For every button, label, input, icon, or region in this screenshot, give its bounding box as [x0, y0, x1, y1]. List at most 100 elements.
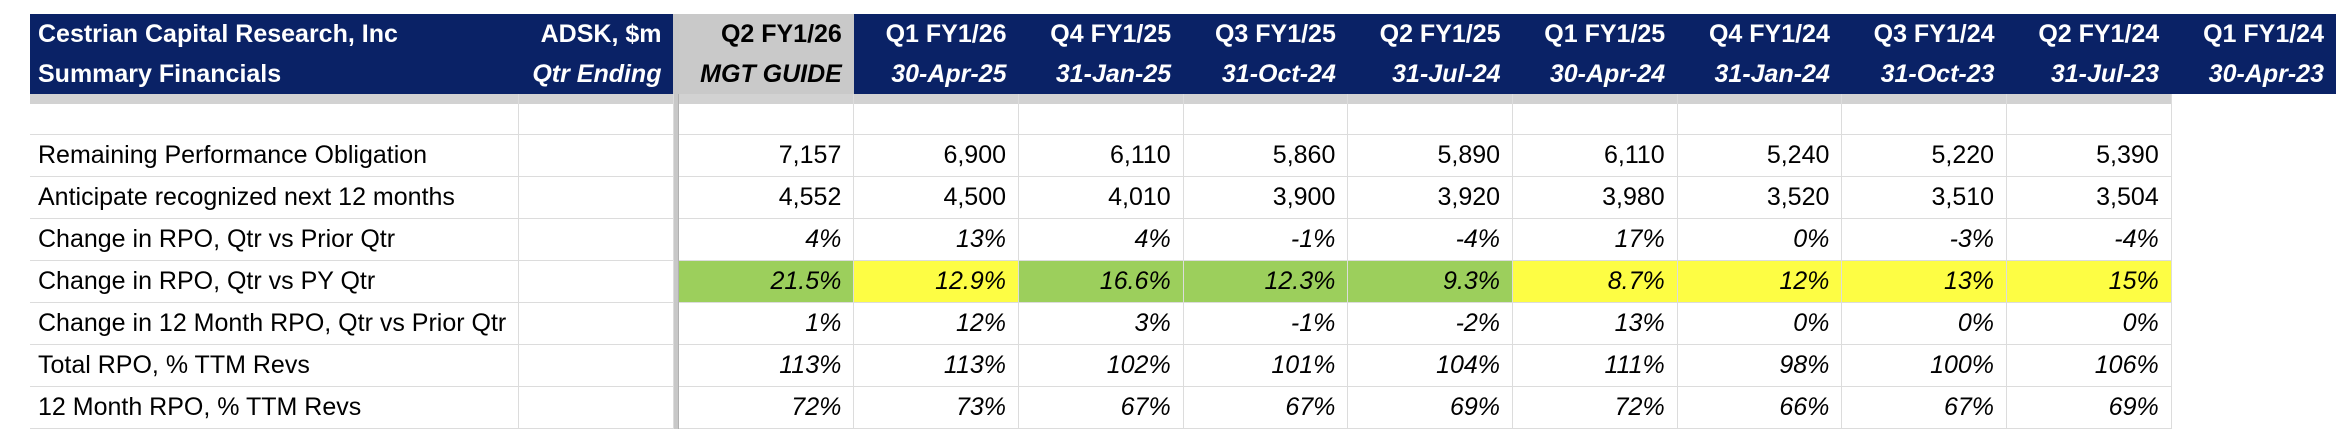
guide-cell[interactable]	[518, 386, 674, 429]
empty-cell[interactable]	[1018, 104, 1184, 135]
sheet-subtitle[interactable]: Summary Financials	[30, 54, 519, 94]
value-cell[interactable]: -1%	[1183, 302, 1349, 345]
company-name[interactable]: Cestrian Capital Research, Inc	[30, 14, 519, 54]
value-cell[interactable]: -2%	[1347, 302, 1514, 345]
empty-cell[interactable]	[853, 94, 1020, 104]
value-cell[interactable]: 5,860	[1183, 134, 1349, 177]
quarter-date[interactable]: 30-Apr-23	[2171, 54, 2336, 94]
empty-cell[interactable]	[518, 94, 674, 104]
value-cell[interactable]: 21.5%	[678, 260, 855, 303]
guide-cell[interactable]	[518, 260, 674, 303]
empty-cell[interactable]	[1841, 94, 2008, 104]
value-cell[interactable]: 5,390	[2006, 134, 2172, 177]
empty-cell[interactable]	[1512, 104, 1678, 135]
guide-cell[interactable]	[518, 344, 674, 387]
empty-cell[interactable]	[1018, 94, 1184, 104]
value-cell[interactable]: 3,900	[1183, 176, 1349, 219]
quarter-header[interactable]: Q3 FY1/24	[1841, 14, 2007, 54]
empty-cell[interactable]	[678, 104, 855, 135]
value-cell[interactable]: -3%	[1841, 218, 2008, 261]
quarter-date[interactable]: 31-Oct-23	[1841, 54, 2007, 94]
value-cell[interactable]: 4,552	[678, 176, 855, 219]
value-cell[interactable]: 12.9%	[853, 260, 1020, 303]
empty-cell[interactable]	[1183, 94, 1349, 104]
quarter-date[interactable]: 30-Apr-25	[853, 54, 1019, 94]
value-cell[interactable]: 106%	[2006, 344, 2172, 387]
value-cell[interactable]: 6,900	[853, 134, 1020, 177]
value-cell[interactable]: 8.7%	[1512, 260, 1678, 303]
value-cell[interactable]: 5,240	[1677, 134, 1843, 177]
guide-cell[interactable]	[518, 218, 674, 261]
row-label[interactable]: Remaining Performance Obligation	[30, 134, 520, 177]
empty-cell[interactable]	[2006, 104, 2172, 135]
guide-cell[interactable]	[518, 134, 674, 177]
empty-cell[interactable]	[1841, 104, 2008, 135]
empty-cell[interactable]	[2006, 94, 2172, 104]
value-cell[interactable]: 3,510	[1841, 176, 2008, 219]
value-cell[interactable]: 4%	[1018, 218, 1184, 261]
value-cell[interactable]: 5,220	[1841, 134, 2008, 177]
empty-cell[interactable]	[678, 94, 855, 104]
quarter-header[interactable]: Q1 FY1/26	[853, 14, 1019, 54]
quarter-date[interactable]: 31-Jul-23	[2006, 54, 2172, 94]
value-cell[interactable]: 66%	[1677, 386, 1843, 429]
value-cell[interactable]: -1%	[1183, 218, 1349, 261]
value-cell[interactable]: 13%	[1841, 260, 2008, 303]
value-cell[interactable]: 13%	[853, 218, 1020, 261]
empty-cell[interactable]	[1347, 104, 1514, 135]
quarter-header[interactable]: Q2 FY1/25	[1347, 14, 1513, 54]
value-cell[interactable]: 69%	[2006, 386, 2172, 429]
value-cell[interactable]: 3%	[1018, 302, 1184, 345]
guide-quarter[interactable]: Q2 FY1/26	[678, 14, 854, 54]
value-cell[interactable]: 7,157	[678, 134, 855, 177]
value-cell[interactable]: 5,890	[1347, 134, 1514, 177]
value-cell[interactable]: 9.3%	[1347, 260, 1514, 303]
empty-cell[interactable]	[1677, 104, 1843, 135]
row-label[interactable]: Change in RPO, Qtr vs PY Qtr	[30, 260, 520, 303]
value-cell[interactable]: 0%	[1677, 302, 1843, 345]
value-cell[interactable]: 67%	[1018, 386, 1184, 429]
value-cell[interactable]: 111%	[1512, 344, 1678, 387]
value-cell[interactable]: 13%	[1512, 302, 1678, 345]
empty-cell[interactable]	[518, 104, 674, 135]
row-label[interactable]: Total RPO, % TTM Revs	[30, 344, 520, 387]
value-cell[interactable]: 101%	[1183, 344, 1349, 387]
value-cell[interactable]: 4%	[678, 218, 855, 261]
value-cell[interactable]: 69%	[1347, 386, 1514, 429]
quarter-header[interactable]: Q1 FY1/24	[2171, 14, 2336, 54]
quarter-date[interactable]: 31-Jan-25	[1018, 54, 1184, 94]
value-cell[interactable]: 3,520	[1677, 176, 1843, 219]
empty-cell[interactable]	[1512, 94, 1678, 104]
empty-cell[interactable]	[853, 104, 1020, 135]
value-cell[interactable]: 6,110	[1512, 134, 1678, 177]
guide-cell[interactable]	[518, 302, 674, 345]
row-label[interactable]: 12 Month RPO, % TTM Revs	[30, 386, 520, 429]
value-cell[interactable]: 0%	[1841, 302, 2008, 345]
quarter-header[interactable]: Q1 FY1/25	[1512, 14, 1678, 54]
value-cell[interactable]: 4,010	[1018, 176, 1184, 219]
value-cell[interactable]: 100%	[1841, 344, 2008, 387]
value-cell[interactable]: 12%	[1677, 260, 1843, 303]
quarter-header[interactable]: Q4 FY1/25	[1018, 14, 1184, 54]
row-label[interactable]: Anticipate recognized next 12 months	[30, 176, 520, 219]
value-cell[interactable]: 72%	[678, 386, 855, 429]
value-cell[interactable]: 3,980	[1512, 176, 1678, 219]
value-cell[interactable]: 12.3%	[1183, 260, 1349, 303]
empty-cell[interactable]	[1347, 94, 1514, 104]
value-cell[interactable]: 16.6%	[1018, 260, 1184, 303]
value-cell[interactable]: 73%	[853, 386, 1020, 429]
value-cell[interactable]: 12%	[853, 302, 1020, 345]
value-cell[interactable]: 1%	[678, 302, 855, 345]
quarter-date[interactable]: 30-Apr-24	[1512, 54, 1678, 94]
value-cell[interactable]: 6,110	[1018, 134, 1184, 177]
quarter-date[interactable]: 31-Jul-24	[1347, 54, 1513, 94]
value-cell[interactable]: 17%	[1512, 218, 1678, 261]
value-cell[interactable]: -4%	[1347, 218, 1514, 261]
value-cell[interactable]: 104%	[1347, 344, 1514, 387]
value-cell[interactable]: 98%	[1677, 344, 1843, 387]
row-label[interactable]: Change in RPO, Qtr vs Prior Qtr	[30, 218, 520, 261]
guide-cell[interactable]	[518, 176, 674, 219]
empty-cell[interactable]	[30, 94, 520, 104]
value-cell[interactable]: -4%	[2006, 218, 2172, 261]
value-cell[interactable]: 67%	[1183, 386, 1349, 429]
